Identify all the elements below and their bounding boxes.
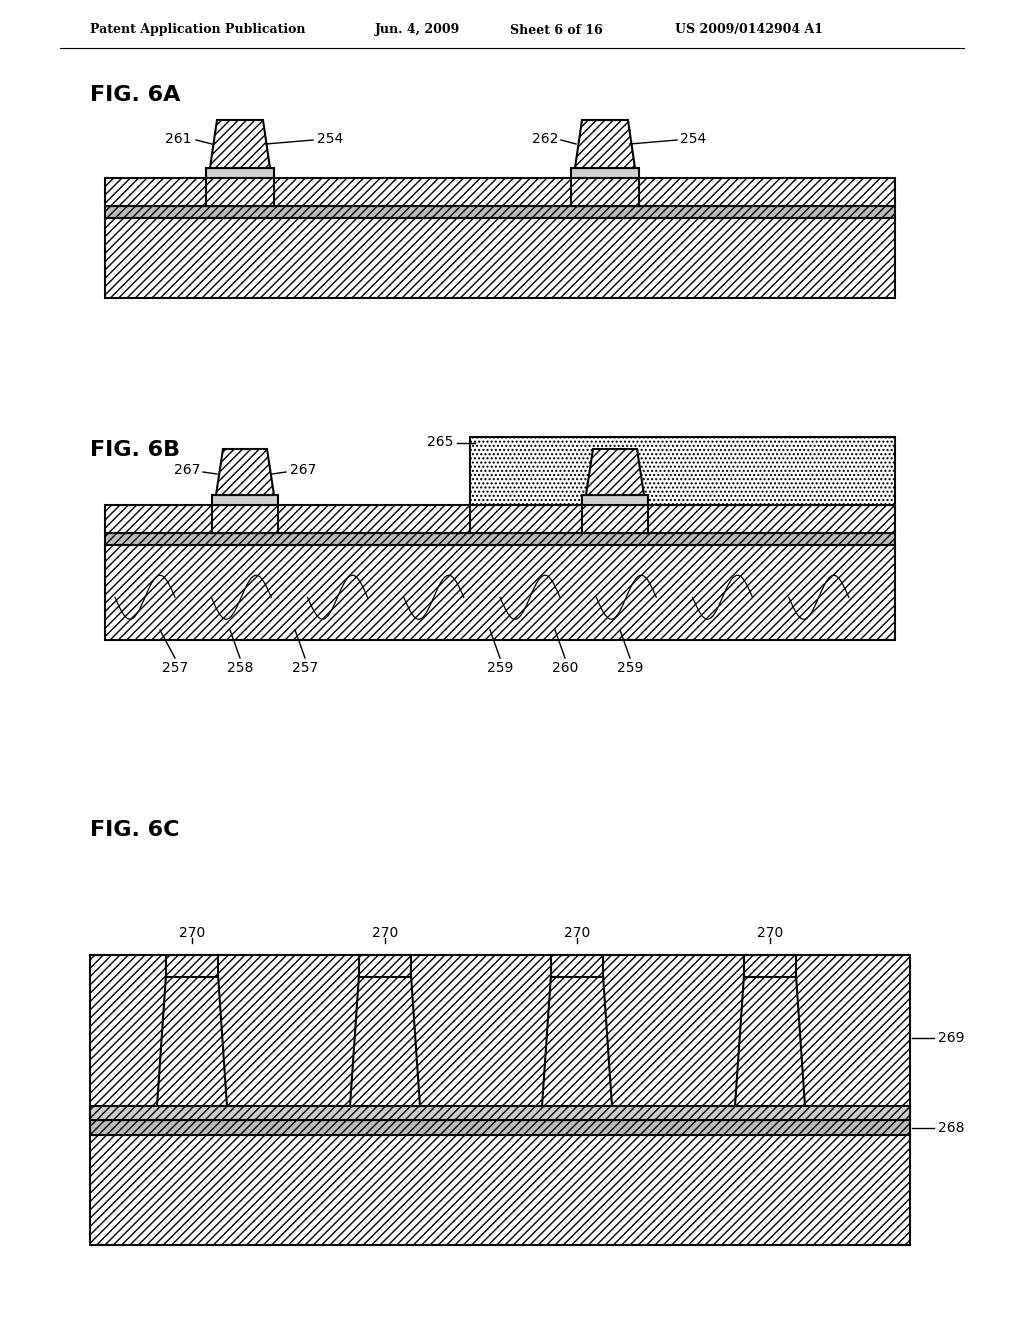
Text: 254: 254 [680,132,707,147]
Text: Sheet 6 of 16: Sheet 6 of 16 [510,24,603,37]
Bar [90,1106,910,1119]
Text: 261: 261 [166,132,193,147]
Text: Patent Application Publication: Patent Application Publication [90,24,305,37]
Bar [470,506,895,533]
Text: FIG. 6A: FIG. 6A [90,84,180,106]
Bar [90,1135,910,1245]
Text: Jun. 4, 2009: Jun. 4, 2009 [375,24,460,37]
Bar [105,545,895,640]
Polygon shape [210,120,270,168]
Polygon shape [735,975,805,1106]
Bar [105,533,895,545]
Text: 269: 269 [938,1031,965,1045]
Text: 270: 270 [757,927,783,940]
Bar [166,954,218,977]
Bar [582,495,648,506]
Bar [582,506,648,533]
Text: 257: 257 [292,661,318,675]
Polygon shape [157,975,227,1106]
Text: 267: 267 [174,463,200,477]
Bar [90,1119,910,1135]
Polygon shape [216,449,274,495]
Text: 270: 270 [564,927,590,940]
Text: 259: 259 [486,661,513,675]
Bar [206,168,274,178]
Polygon shape [542,975,612,1106]
Bar [744,954,796,977]
Text: 270: 270 [179,927,205,940]
Polygon shape [350,975,420,1106]
Bar [90,954,910,1119]
Polygon shape [575,120,635,168]
Text: 257: 257 [162,661,188,675]
Text: 268: 268 [938,1121,965,1135]
Text: FIG. 6C: FIG. 6C [90,820,179,840]
Text: US 2009/0142904 A1: US 2009/0142904 A1 [675,24,823,37]
Bar [206,178,274,206]
Bar [551,954,603,977]
Bar [359,954,411,977]
Text: 262: 262 [531,132,558,147]
Bar [105,506,470,533]
Text: 254: 254 [317,132,343,147]
Bar [470,437,895,506]
Bar [571,178,639,206]
Bar [212,506,278,533]
Bar [212,495,278,506]
Polygon shape [586,449,644,495]
Text: 267: 267 [290,463,316,477]
Bar [105,178,895,206]
Text: FIG. 6B: FIG. 6B [90,440,180,459]
Text: 260: 260 [552,661,579,675]
Text: 270: 270 [372,927,398,940]
Bar [571,168,639,178]
Text: 258: 258 [226,661,253,675]
Bar [105,206,895,218]
Text: 265: 265 [427,436,453,449]
Bar [105,218,895,298]
Text: 259: 259 [616,661,643,675]
